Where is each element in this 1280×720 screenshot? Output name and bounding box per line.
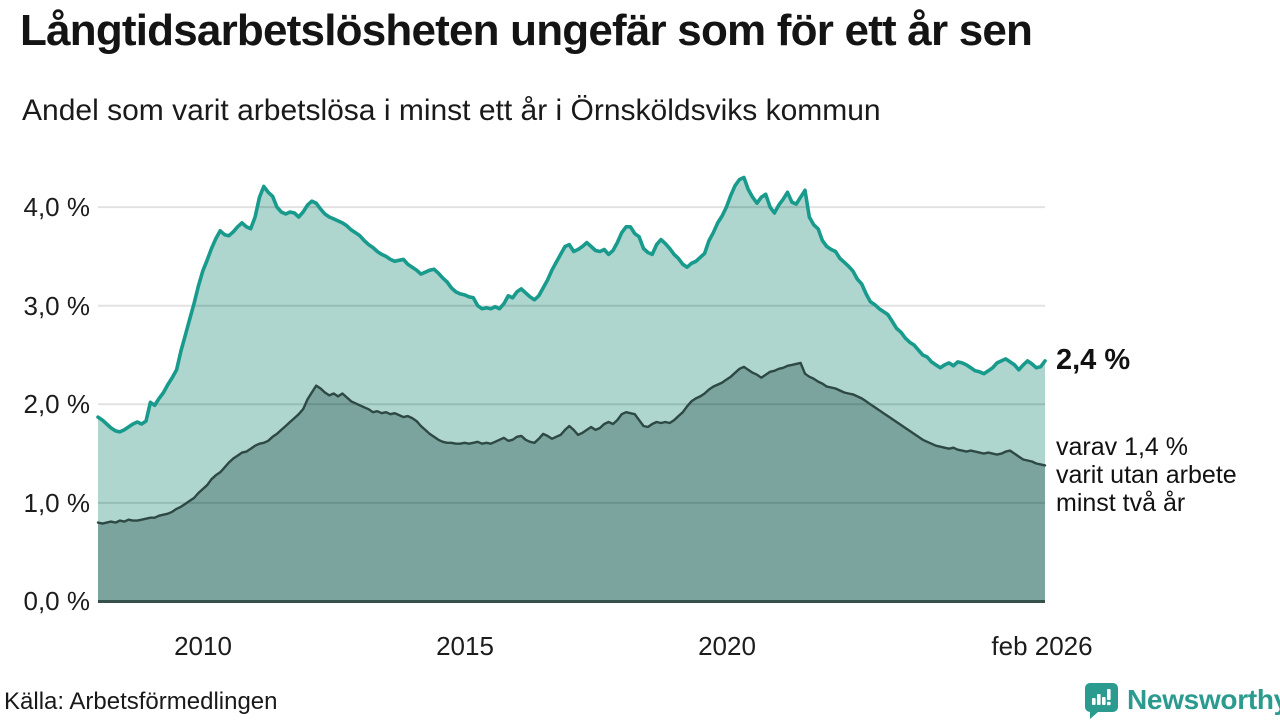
end-value-label: 2,4 % [1056,344,1131,376]
brand-name: Newsworthy [1127,684,1280,715]
x-axis-tick-feb-2026: feb 2026 [991,631,1093,661]
y-axis-tick-1: 1,0 % [23,488,91,518]
y-axis-tick-0: 0,0 % [23,586,91,616]
newsworthy-icon [1085,683,1118,719]
y-axis-tick-3: 3,0 % [23,291,91,321]
note-line-3: minst två år [1056,489,1186,517]
x-axis-tick-2010: 2010 [174,631,232,661]
y-axis-tick-4: 4,0 % [23,192,91,222]
page-subtitle: Andel som varit arbetslösa i minst ett å… [22,94,881,127]
x-axis-tick-2015: 2015 [436,631,494,661]
note-line-2: varit utan arbete [1056,461,1237,489]
brand-logo: Newsworthy [1084,681,1280,719]
note-line-1: varav 1,4 % [1056,433,1189,461]
y-axis-tick-2: 2,0 % [23,389,91,419]
x-axis-tick-2020: 2020 [698,631,756,661]
page-title: Långtidsarbetslösheten ungefär som för e… [20,6,1033,55]
source-credit: Källa: Arbetsförmedlingen [4,688,278,715]
secondary-value-note: varav 1,4 % varit utan arbete minst två … [1056,433,1237,517]
